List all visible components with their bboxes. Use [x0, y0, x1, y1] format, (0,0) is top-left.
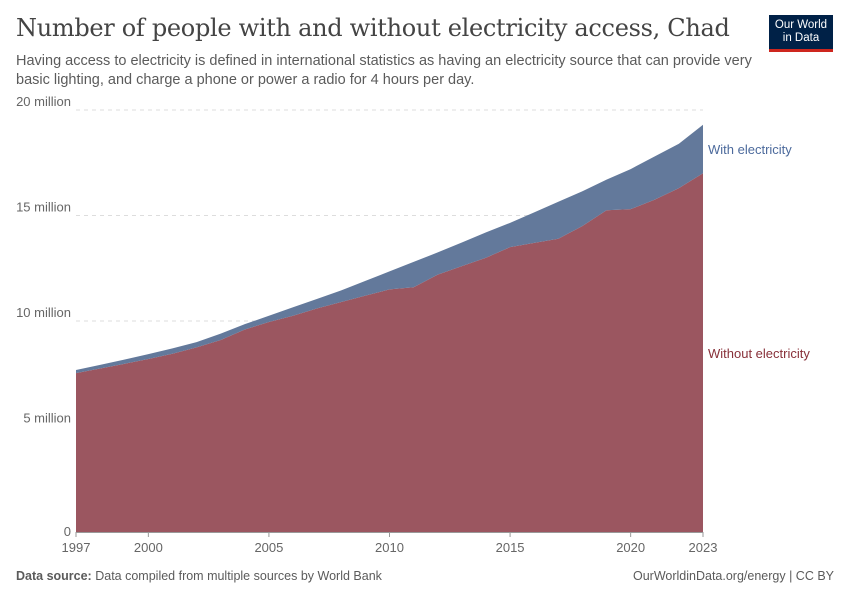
credit-link[interactable]: OurWorldinData.org/energy | CC BY: [632, 569, 834, 583]
data-source: Data source: Data compiled from multiple…: [16, 569, 382, 583]
x-tick-label: 1997: [62, 540, 91, 555]
y-tick-label: 20 million: [16, 94, 71, 109]
x-tick-label: 2020: [616, 540, 645, 555]
y-tick-label: 0: [64, 524, 71, 539]
x-tick-label: 2000: [134, 540, 163, 555]
chart-subtitle: Having access to electricity is defined …: [16, 53, 752, 88]
y-tick-label: 10 million: [16, 305, 71, 320]
y-tick-label: 5 million: [23, 411, 71, 426]
series-label-without-electricity: Without electricity: [708, 346, 810, 361]
y-tick-label: 15 million: [16, 200, 71, 215]
owid-logo[interactable]: Our World in Data: [769, 15, 833, 52]
logo-line2: in Data: [782, 32, 820, 44]
area-without-electricity: [76, 173, 703, 533]
chart-title: Number of people with and without electr…: [16, 14, 730, 42]
x-tick-label: 2023: [689, 540, 718, 555]
x-tick-label: 2010: [375, 540, 404, 555]
source-label: Data source:: [16, 569, 92, 583]
x-tick-label: 2015: [496, 540, 525, 555]
x-tick-label: 2005: [254, 540, 283, 555]
series-label-with-electricity: With electricity: [708, 142, 792, 157]
source-text: Data compiled from multiple sources by W…: [95, 569, 382, 583]
logo-line1: Our World: [774, 19, 828, 31]
